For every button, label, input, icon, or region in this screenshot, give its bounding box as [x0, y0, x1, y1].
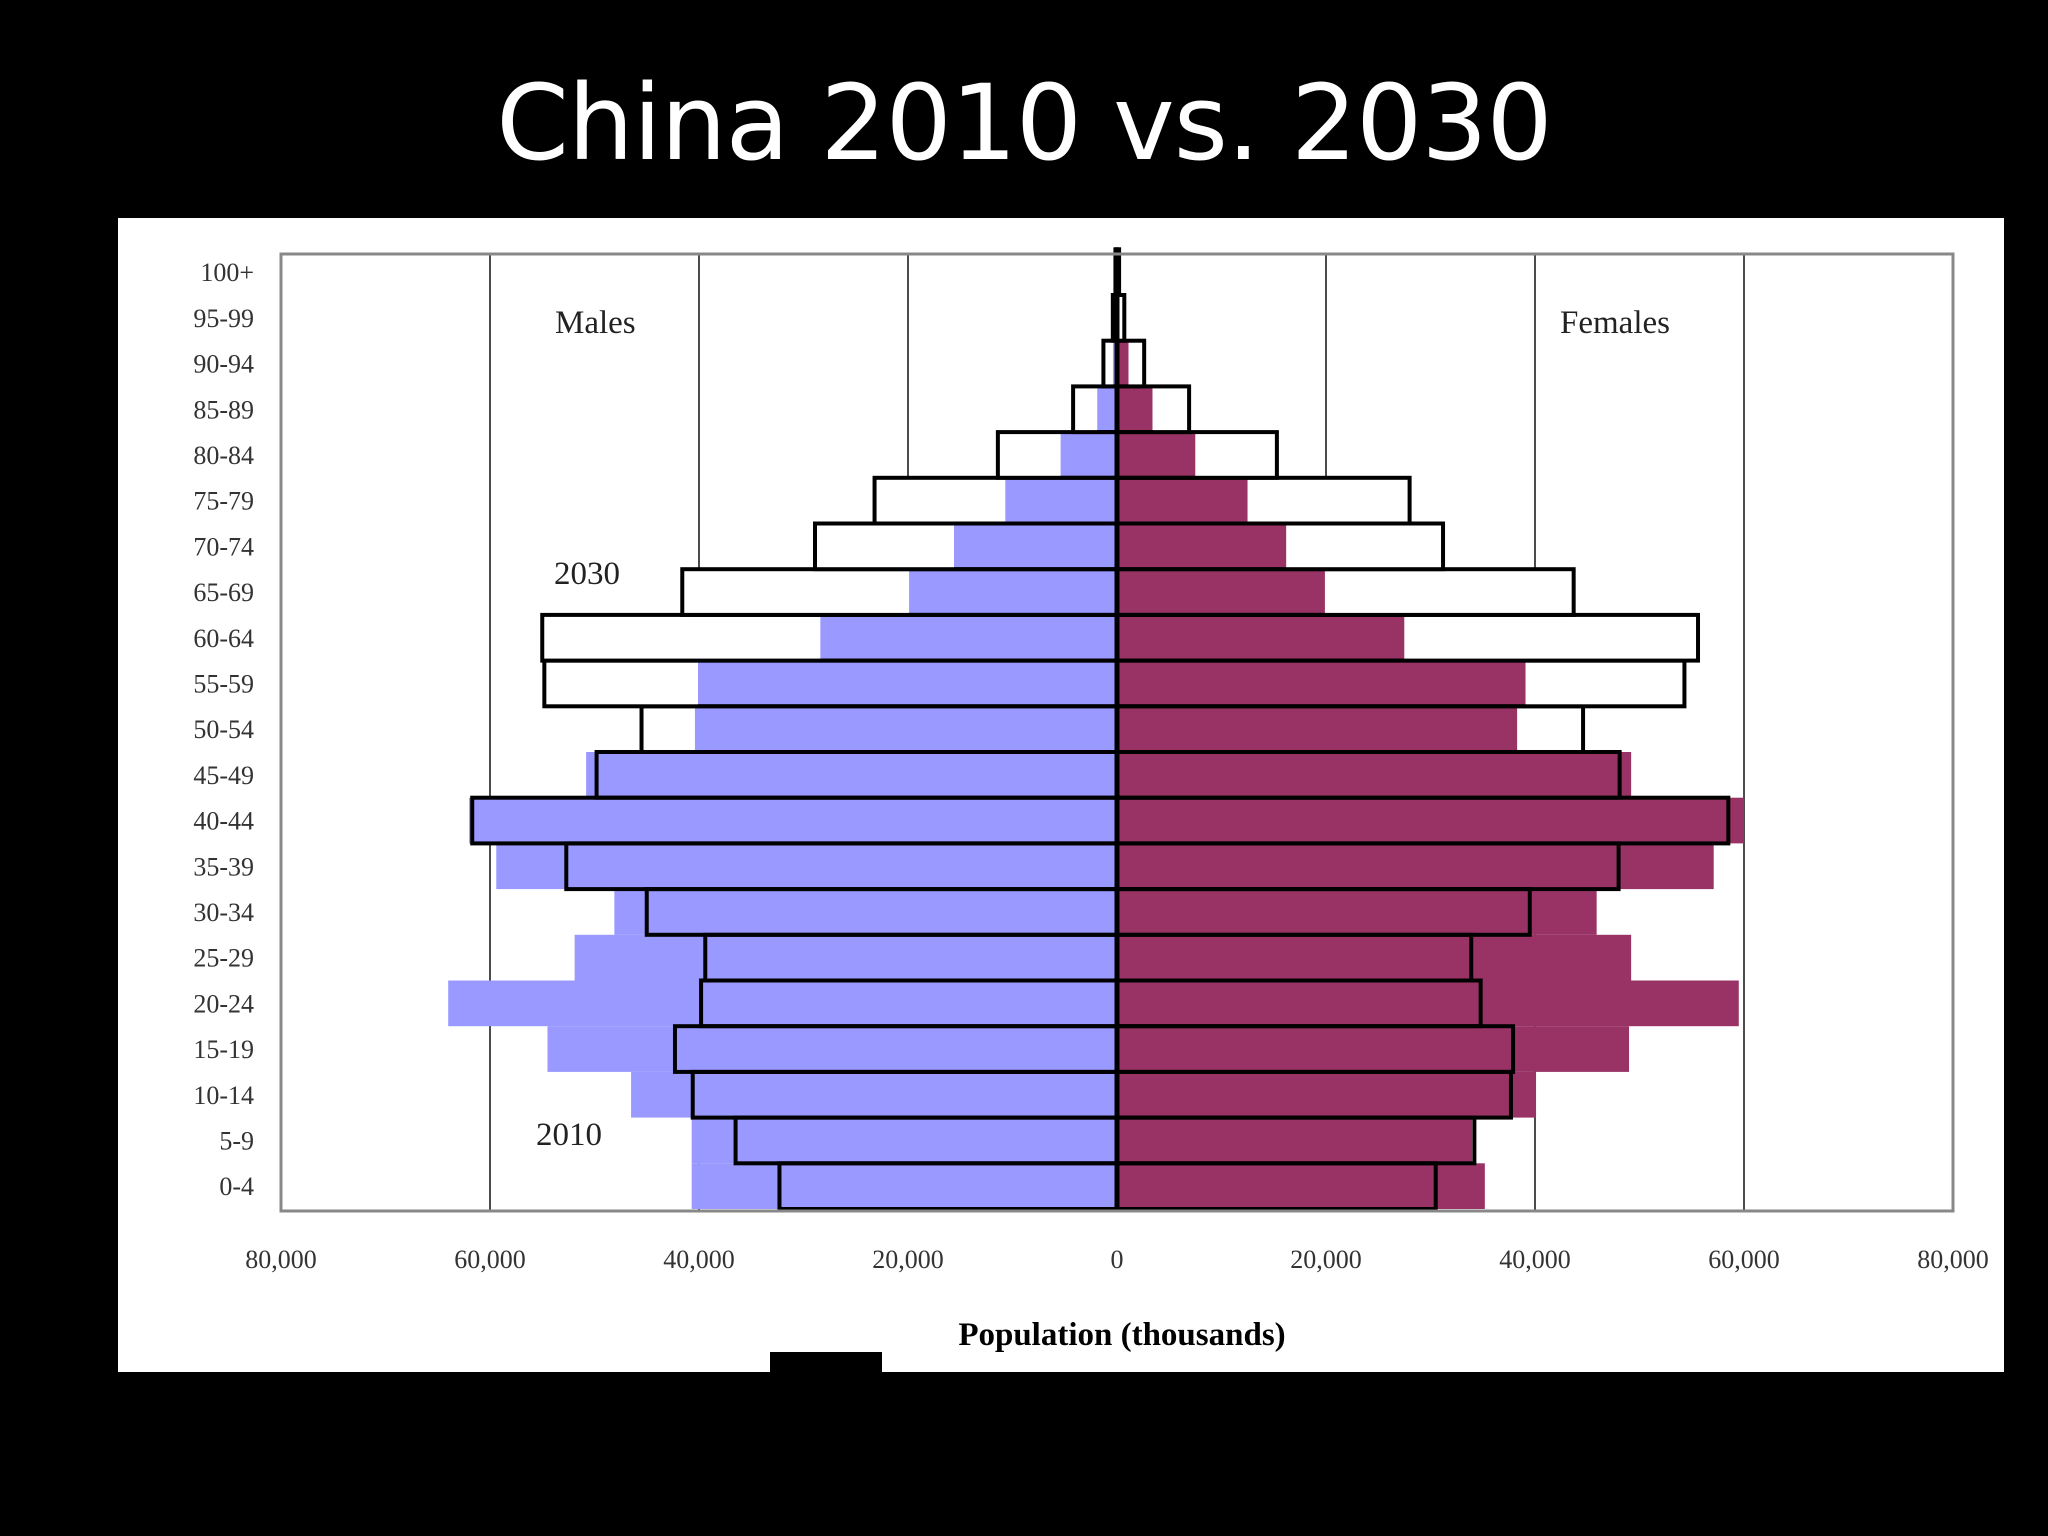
bar-2010-male-20-24 [448, 980, 1117, 1027]
bar-2030-male-excess-55-59 [544, 660, 698, 707]
bar-2010-male-75-79 [1005, 477, 1117, 524]
age-label-90-94: 90-94 [193, 350, 254, 379]
bar-2010-male-55-59 [697, 660, 1117, 707]
bar-2010-female-75-79 [1117, 477, 1248, 524]
bar-2010-male-35-39 [496, 843, 1117, 890]
bar-2030-female-excess-50-54 [1517, 706, 1584, 752]
age-label-10-14: 10-14 [193, 1081, 254, 1110]
age-label-75-79: 75-79 [193, 487, 254, 516]
x-tick-label-3: 20,000 [872, 1245, 944, 1274]
x-tick-label-4: 0 [1111, 1245, 1124, 1274]
bar-2010-female-80-84 [1117, 432, 1196, 478]
x-tick-label-0: 80,000 [245, 1245, 317, 1274]
bar-2010-male-10-14 [631, 1071, 1117, 1118]
bar-2010-male-40-44 [469, 797, 1118, 844]
age-label-45-49: 45-49 [193, 761, 254, 790]
bar-2010-female-85-89 [1117, 386, 1153, 433]
bar-2010-male-0-4 [691, 1163, 1117, 1209]
bar-2010-male-5-9 [691, 1117, 1117, 1164]
bar-2010-female-25-29 [1117, 934, 1632, 981]
bar-2010-female-10-14 [1117, 1071, 1537, 1118]
bar-2030-female-excess-65-69 [1324, 569, 1574, 615]
age-group-labels: 0-4 5-9 10-14 15-19 20-24 25-29 30-34 35-39 40-4… [193, 258, 254, 1201]
age-label-65-69: 65-69 [193, 578, 254, 607]
age-label-35-39: 35-39 [193, 852, 254, 881]
age-label-40-44: 40-44 [193, 807, 254, 836]
bar-2030-male-excess-80-84 [997, 432, 1061, 478]
bar-2030-male-excess-85-89 [1073, 386, 1098, 433]
age-label-70-74: 70-74 [193, 532, 254, 561]
females-label: Females [1560, 305, 1670, 341]
bar-2010-male-70-74 [953, 523, 1117, 570]
bar-2010-female-40-44 [1117, 797, 1744, 844]
bar-2030-male-excess-70-74 [814, 523, 954, 570]
age-label-15-19: 15-19 [193, 1035, 254, 1064]
bar-2010-male-15-19 [547, 1026, 1117, 1072]
bars-2010 [448, 249, 1744, 1209]
bar-2030-female-excess-55-59 [1525, 660, 1685, 707]
age-label-100+: 100+ [200, 258, 254, 287]
bar-2010-female-55-59 [1117, 660, 1526, 707]
bar-2010-female-30-34 [1117, 889, 1597, 935]
bar-2010-male-30-34 [614, 889, 1117, 935]
bar-2010-female-0-4 [1117, 1163, 1485, 1209]
bar-2010-male-60-64 [820, 614, 1117, 661]
bar-2010-female-50-54 [1117, 706, 1518, 752]
bar-2010-male-80-84 [1060, 432, 1117, 478]
bar-2010-female-90-94 [1117, 340, 1129, 387]
plot-frame [279, 252, 1955, 1213]
bar-2010-male-85-89 [1097, 386, 1117, 433]
bar-2030-female-excess-60-64 [1404, 614, 1699, 661]
chart-panel: 0-4 5-9 10-14 15-19 20-24 25-29 30-34 35-39 40-4… [118, 218, 2004, 1372]
bar-2010-female-60-64 [1117, 614, 1405, 661]
population-pyramid-chart: 0-4 5-9 10-14 15-19 20-24 25-29 30-34 35-39 40-4… [193, 247, 1989, 1353]
age-label-0-4: 0-4 [219, 1172, 254, 1201]
x-tick-label-1: 60,000 [454, 1245, 526, 1274]
bar-2010-female-5-9 [1117, 1117, 1473, 1164]
bar-2030-male-excess-65-69 [682, 569, 910, 615]
age-label-55-59: 55-59 [193, 669, 254, 698]
bar-2030-male-excess-60-64 [542, 614, 821, 661]
bar-2010-female-65-69 [1117, 569, 1325, 615]
bar-2010-female-35-39 [1117, 843, 1714, 890]
slide-title: China 2010 vs. 2030 [496, 62, 1552, 184]
bar-2030-male-excess-90-94 [1103, 340, 1113, 387]
age-label-50-54: 50-54 [193, 715, 254, 744]
bar-2030-female-excess-75-79 [1247, 477, 1410, 524]
x-tick-label-6: 40,000 [1499, 1245, 1571, 1274]
age-label-30-34: 30-34 [193, 898, 254, 927]
bar-2010-female-20-24 [1117, 980, 1739, 1027]
x-tick-label-7: 60,000 [1708, 1245, 1780, 1274]
bar-2010-male-25-29 [574, 934, 1117, 981]
year-2010-label: 2010 [536, 1117, 602, 1153]
bar-2010-female-70-74 [1117, 523, 1287, 570]
x-tick-labels: 80,000 60,000 40,000 20,000 0 20,000 40,000 60,… [245, 1245, 1989, 1274]
footer-bar [770, 1352, 882, 1372]
age-label-80-84: 80-84 [193, 441, 254, 470]
bar-2030-female-excess-80-84 [1195, 432, 1277, 478]
age-label-25-29: 25-29 [193, 944, 254, 973]
bar-2030-male-excess-75-79 [874, 477, 1006, 524]
bar-2010-female-45-49 [1117, 752, 1632, 798]
x-tick-label-8: 80,000 [1917, 1245, 1989, 1274]
bar-2030-female-excess-95-99 [1119, 295, 1125, 341]
year-2030-label: 2030 [554, 556, 620, 592]
x-axis-label: Population (thousands) [958, 1317, 1285, 1353]
bar-2030-female-excess-70-74 [1286, 523, 1444, 570]
x-tick-label-2: 40,000 [663, 1245, 735, 1274]
bar-2010-female-15-19 [1117, 1026, 1630, 1072]
age-label-95-99: 95-99 [193, 304, 254, 333]
age-label-60-64: 60-64 [193, 624, 254, 653]
age-label-20-24: 20-24 [193, 989, 254, 1018]
bar-2010-male-65-69 [909, 569, 1117, 615]
bar-2030-female-excess-85-89 [1152, 386, 1190, 433]
bar-2010-male-45-49 [586, 752, 1117, 798]
bar-2030-female-excess-90-94 [1128, 340, 1145, 387]
males-label: Males [555, 305, 636, 341]
bar-2010-male-50-54 [694, 706, 1117, 752]
bar-2030-male-excess-50-54 [641, 706, 695, 752]
x-tick-label-5: 20,000 [1290, 1245, 1362, 1274]
age-label-85-89: 85-89 [193, 395, 254, 424]
age-label-5-9: 5-9 [219, 1126, 254, 1155]
